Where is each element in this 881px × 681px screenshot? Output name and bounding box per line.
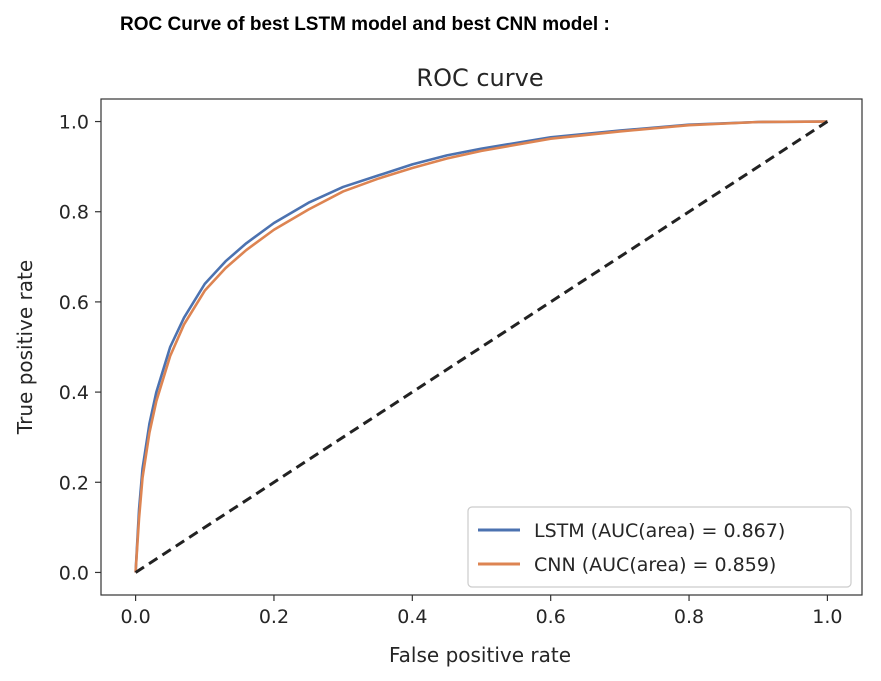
x-tick-label: 0.4	[397, 606, 427, 628]
ticks-layer: 0.0 0.2 0.4 0.6 0.8 1.0 0.0 0.2 0.4 0.6 0.8 1.0	[59, 112, 843, 628]
plot-frame	[100, 98, 863, 596]
roc-line-0	[134, 120, 828, 573]
x-tick-label: 0.0	[120, 606, 150, 628]
y-tick-label: 0.2	[59, 472, 89, 494]
y-tick-label: 0.8	[59, 202, 89, 224]
legend-box	[467, 506, 852, 588]
legend-label: LSTM (AUC(area) = 0.867)	[534, 520, 785, 542]
x-tick-label: 1.0	[812, 606, 842, 628]
x-tick-label: 0.8	[674, 606, 704, 628]
x-tick-label: 0.2	[259, 606, 289, 628]
y-tick-label: 0.4	[59, 382, 89, 404]
roc-line-1	[134, 120, 828, 573]
legend: LSTM (AUC(area) = 0.867) CNN (AUC(area) =…	[467, 506, 852, 588]
y-tick-label: 0.0	[59, 562, 89, 584]
curves-layer	[134, 120, 829, 574]
legend-label: CNN (AUC(area) = 0.859)	[534, 554, 776, 576]
y-axis-label: True positive rate	[13, 260, 37, 435]
chance-diagonal-line	[134, 120, 829, 574]
chart-title: ROC curve	[416, 64, 543, 92]
figure-caption: ROC Curve of best LSTM model and best CN…	[120, 14, 610, 35]
y-tick-label: 0.6	[59, 292, 89, 314]
x-axis-label: False positive rate	[389, 643, 571, 667]
x-tick-label: 0.6	[536, 606, 566, 628]
y-tick-label: 1.0	[59, 112, 89, 134]
